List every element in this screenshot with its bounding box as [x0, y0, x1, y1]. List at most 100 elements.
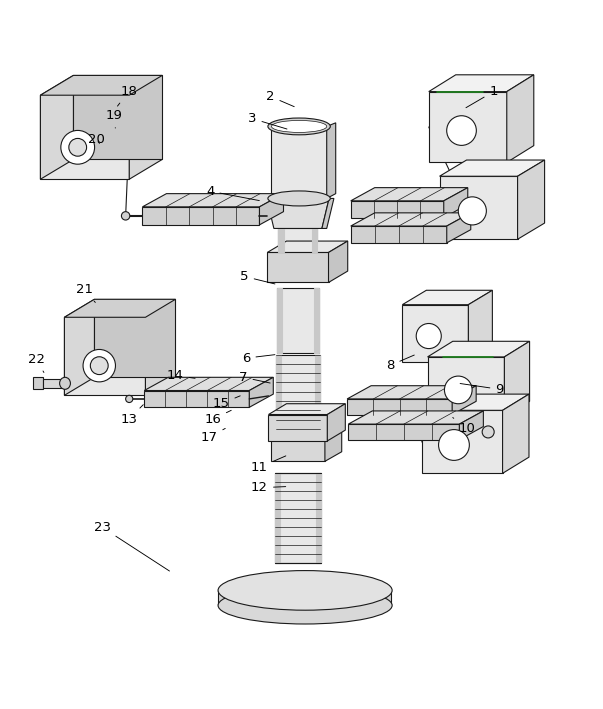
Polygon shape	[129, 75, 162, 179]
Polygon shape	[144, 377, 273, 391]
Polygon shape	[351, 226, 447, 243]
Polygon shape	[421, 411, 502, 474]
Polygon shape	[314, 289, 319, 353]
Text: 11: 11	[251, 456, 286, 474]
Polygon shape	[65, 299, 95, 396]
Text: 5: 5	[240, 270, 275, 284]
Circle shape	[83, 350, 115, 382]
Polygon shape	[40, 75, 162, 95]
Polygon shape	[402, 290, 493, 305]
Text: 3: 3	[248, 112, 287, 129]
Polygon shape	[351, 213, 471, 226]
Polygon shape	[271, 437, 325, 462]
Polygon shape	[40, 95, 129, 179]
Polygon shape	[65, 299, 175, 318]
Ellipse shape	[268, 118, 330, 135]
Text: 6: 6	[242, 352, 275, 364]
Text: 22: 22	[28, 353, 45, 372]
Polygon shape	[40, 75, 74, 179]
Polygon shape	[145, 299, 175, 396]
Polygon shape	[347, 386, 476, 399]
Polygon shape	[327, 123, 336, 199]
Ellipse shape	[218, 571, 392, 610]
Circle shape	[458, 197, 487, 225]
Polygon shape	[502, 394, 529, 474]
Text: 12: 12	[251, 481, 286, 494]
Polygon shape	[279, 228, 317, 252]
Text: 9: 9	[460, 383, 504, 396]
Polygon shape	[428, 357, 504, 417]
Polygon shape	[429, 91, 507, 162]
Polygon shape	[315, 354, 320, 429]
Polygon shape	[276, 354, 320, 429]
Polygon shape	[429, 74, 534, 91]
Text: 13: 13	[120, 405, 144, 426]
Text: 7: 7	[239, 371, 270, 384]
Text: 21: 21	[76, 283, 95, 303]
Polygon shape	[271, 126, 327, 199]
Polygon shape	[249, 377, 273, 407]
Ellipse shape	[268, 191, 330, 206]
Polygon shape	[277, 289, 282, 353]
Text: 4: 4	[206, 185, 259, 201]
Polygon shape	[267, 199, 329, 228]
Polygon shape	[421, 394, 529, 411]
Ellipse shape	[271, 121, 327, 133]
Polygon shape	[440, 177, 517, 239]
Polygon shape	[469, 290, 493, 362]
Circle shape	[447, 116, 476, 145]
Polygon shape	[459, 411, 484, 440]
Polygon shape	[74, 75, 162, 160]
Polygon shape	[517, 160, 545, 239]
Polygon shape	[276, 354, 281, 429]
Polygon shape	[218, 591, 391, 605]
Polygon shape	[267, 252, 329, 282]
Polygon shape	[440, 160, 545, 177]
Polygon shape	[316, 474, 321, 564]
Polygon shape	[65, 318, 145, 396]
Polygon shape	[43, 379, 65, 388]
Circle shape	[90, 357, 108, 374]
Polygon shape	[349, 424, 459, 440]
Text: 14: 14	[167, 369, 195, 382]
Polygon shape	[95, 299, 175, 377]
Ellipse shape	[60, 377, 71, 389]
Polygon shape	[329, 241, 348, 282]
Circle shape	[125, 396, 133, 403]
Polygon shape	[504, 341, 529, 417]
Polygon shape	[402, 305, 469, 362]
Text: 1: 1	[466, 85, 498, 108]
Polygon shape	[452, 386, 476, 415]
Polygon shape	[444, 188, 468, 218]
Polygon shape	[267, 241, 348, 252]
Text: 2: 2	[266, 90, 294, 106]
Polygon shape	[347, 399, 452, 415]
Polygon shape	[351, 201, 444, 218]
Text: 16: 16	[204, 411, 231, 426]
Polygon shape	[142, 194, 283, 207]
Polygon shape	[275, 474, 280, 564]
Polygon shape	[33, 377, 43, 389]
Text: 17: 17	[201, 428, 226, 444]
Polygon shape	[279, 228, 284, 252]
Polygon shape	[142, 207, 259, 225]
Circle shape	[416, 323, 441, 349]
Circle shape	[61, 130, 95, 164]
Text: 10: 10	[453, 418, 476, 435]
Circle shape	[438, 430, 469, 460]
Text: 18: 18	[118, 85, 137, 106]
Polygon shape	[312, 228, 317, 252]
Polygon shape	[428, 341, 529, 357]
Polygon shape	[259, 194, 283, 225]
Polygon shape	[275, 474, 321, 564]
Polygon shape	[268, 403, 346, 415]
Text: 8: 8	[386, 355, 414, 372]
Polygon shape	[277, 289, 319, 353]
Text: 15: 15	[213, 396, 240, 411]
Polygon shape	[271, 428, 342, 437]
Text: 20: 20	[88, 133, 105, 146]
Text: 19: 19	[106, 109, 122, 128]
Circle shape	[69, 138, 87, 156]
Polygon shape	[325, 428, 342, 462]
Ellipse shape	[218, 587, 392, 624]
